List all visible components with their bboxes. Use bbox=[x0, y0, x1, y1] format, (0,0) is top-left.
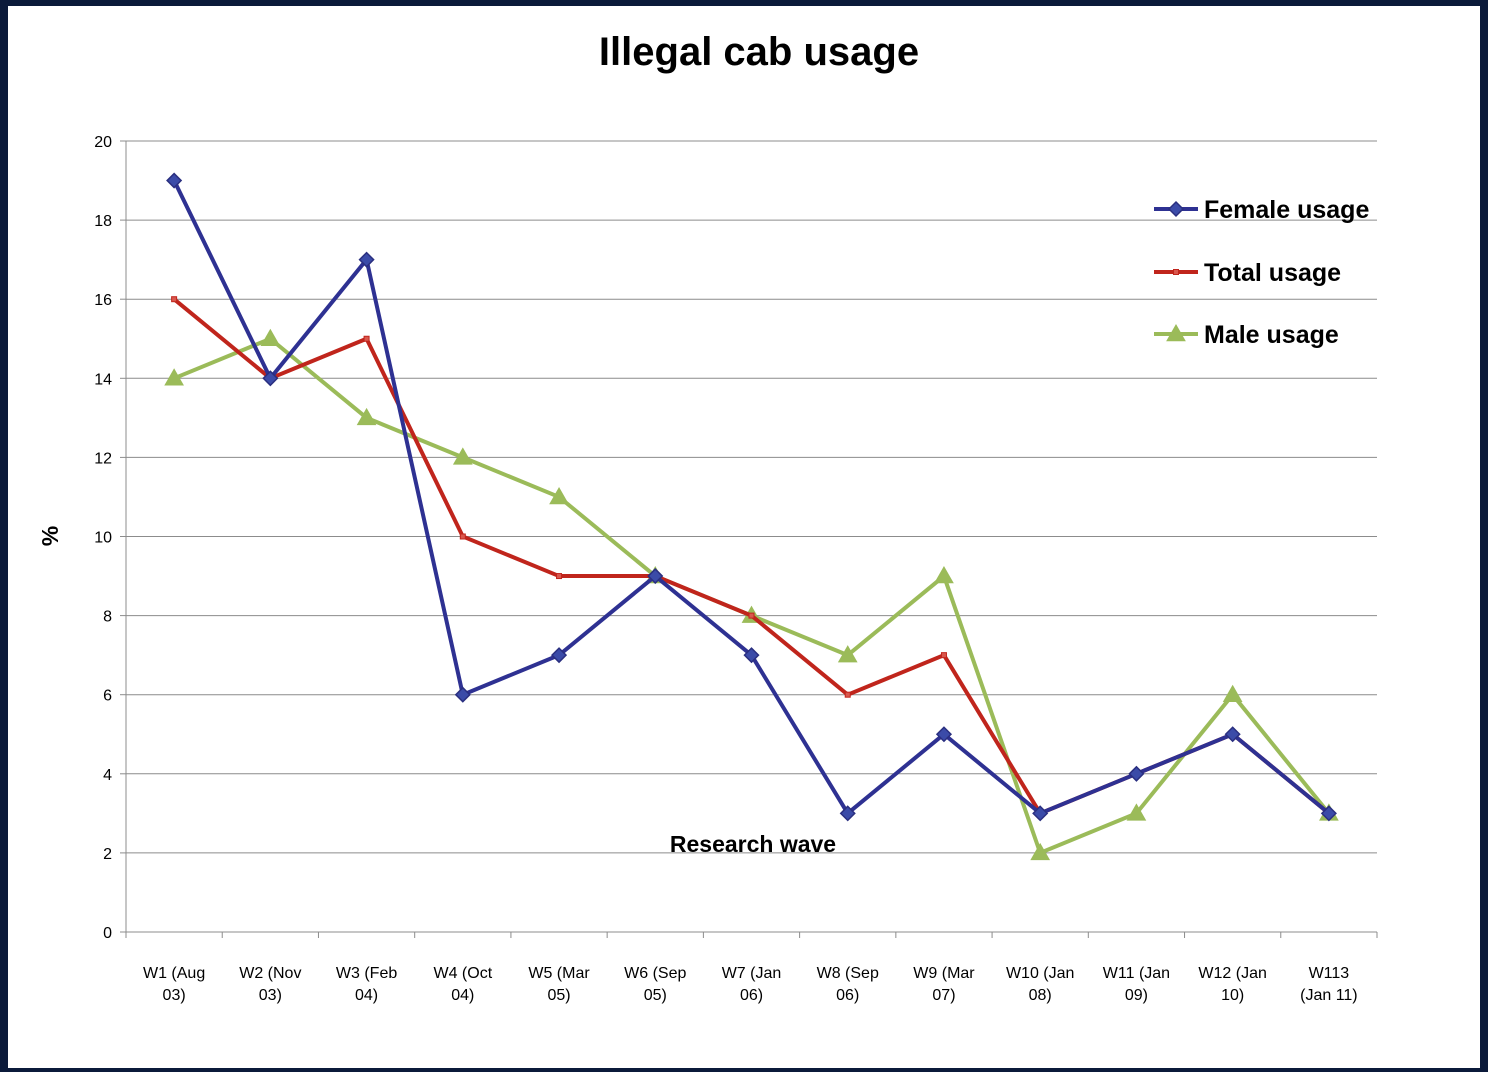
x-tick-label: W9 (Mar 07) bbox=[913, 965, 975, 1004]
y-axis-title: % bbox=[37, 526, 63, 546]
legend-item: Total usage bbox=[1154, 259, 1341, 287]
y-tick-label: 10 bbox=[94, 530, 112, 547]
data-point bbox=[550, 647, 568, 664]
y-tick-label: 6 bbox=[103, 688, 112, 705]
data-point bbox=[1128, 765, 1145, 782]
y-tick-label: 4 bbox=[103, 767, 112, 784]
axes bbox=[120, 140, 1378, 938]
y-tick-label: 14 bbox=[94, 371, 112, 388]
x-tick-label: W3 (Feb 04) bbox=[336, 965, 397, 1004]
y-tick-label: 8 bbox=[103, 609, 112, 626]
data-point bbox=[556, 573, 563, 580]
legend-marker bbox=[1166, 323, 1186, 342]
x-tick-label: W5 (Mar 05) bbox=[528, 965, 590, 1004]
y-tick-labels: 0 2 4 6 8 10 12 14 16 18 20 bbox=[94, 134, 112, 942]
legend-item: Male usage bbox=[1154, 321, 1339, 349]
chart-frame: Illegal cab usage 0 2 4 6 8 10 12 14 16 18 20 W1 (… bbox=[8, 6, 1480, 1068]
legend-marker bbox=[1167, 200, 1185, 218]
series-line bbox=[172, 297, 1331, 816]
series-female-usage bbox=[166, 172, 1337, 822]
x-tick-label: W7 (Jan 06) bbox=[722, 965, 782, 1004]
data-point bbox=[844, 691, 851, 698]
data-point bbox=[1126, 803, 1147, 821]
y-tick-label: 0 bbox=[103, 925, 112, 942]
x-tick-labels: W1 (Aug 03) W2 (Nov 03) W3 (Feb 04) W4 (Oct 04)… bbox=[143, 965, 1358, 1004]
series-total-usage bbox=[171, 296, 1332, 817]
series-line bbox=[173, 336, 1331, 856]
data-point bbox=[935, 726, 953, 743]
y-tick-label: 18 bbox=[94, 213, 112, 230]
line-chart: Illegal cab usage 0 2 4 6 8 10 12 14 16 18 20 W1 (… bbox=[37, 30, 1378, 1004]
data-point bbox=[171, 296, 178, 303]
data-point bbox=[358, 251, 375, 268]
data-point bbox=[459, 533, 466, 540]
data-point bbox=[363, 335, 370, 342]
legend-label: Male usage bbox=[1204, 321, 1339, 349]
data-point bbox=[940, 652, 947, 659]
x-tick-label: W8 (Sep 06) bbox=[817, 965, 879, 1004]
x-tick-label: W113 (Jan 11) bbox=[1300, 965, 1358, 1004]
chart-title: Illegal cab usage bbox=[599, 30, 919, 74]
data-point bbox=[1222, 684, 1243, 702]
series-lines bbox=[164, 172, 1339, 861]
data-point bbox=[262, 370, 279, 387]
x-tick-label: W4 (Oct 04) bbox=[433, 965, 492, 1004]
data-point bbox=[748, 612, 755, 619]
x-axis-title: Research wave bbox=[670, 831, 836, 857]
data-point bbox=[166, 172, 183, 189]
series-line bbox=[172, 179, 1331, 817]
data-point bbox=[1030, 842, 1051, 861]
legend-label: Female usage bbox=[1204, 196, 1369, 224]
data-point bbox=[1224, 726, 1241, 743]
y-tick-label: 12 bbox=[94, 450, 112, 467]
data-point bbox=[260, 328, 281, 346]
data-point bbox=[743, 647, 760, 664]
data-point bbox=[1032, 805, 1049, 822]
data-point bbox=[837, 645, 858, 663]
y-tick-label: 16 bbox=[94, 292, 112, 309]
data-point bbox=[454, 686, 471, 703]
x-tick-label: W1 (Aug 03) bbox=[143, 965, 205, 1004]
data-point bbox=[452, 447, 473, 465]
x-tick-label: W6 (Sep 05) bbox=[624, 965, 686, 1004]
data-point bbox=[839, 805, 856, 822]
data-point bbox=[647, 567, 664, 585]
data-point bbox=[1320, 805, 1337, 822]
gridlines bbox=[126, 140, 1377, 854]
x-tick-label: W10 (Jan 08) bbox=[1006, 965, 1074, 1004]
legend-label: Total usage bbox=[1204, 259, 1341, 287]
x-tick-label: W12 (Jan 10) bbox=[1198, 965, 1266, 1004]
y-tick-label: 2 bbox=[103, 846, 112, 863]
x-tick-label: W2 (Nov 03) bbox=[239, 965, 301, 1004]
series-male-usage bbox=[164, 328, 1339, 861]
legend-item: Female usage bbox=[1154, 196, 1369, 224]
y-tick-label: 20 bbox=[94, 134, 112, 151]
data-point bbox=[164, 368, 184, 386]
x-tick-label: W11 (Jan 09) bbox=[1103, 965, 1170, 1004]
legend-marker bbox=[1173, 269, 1179, 275]
data-point bbox=[549, 486, 569, 505]
legend: Female usage Total usage Male usage bbox=[1154, 196, 1369, 349]
data-point bbox=[934, 566, 954, 584]
data-point bbox=[356, 407, 377, 426]
